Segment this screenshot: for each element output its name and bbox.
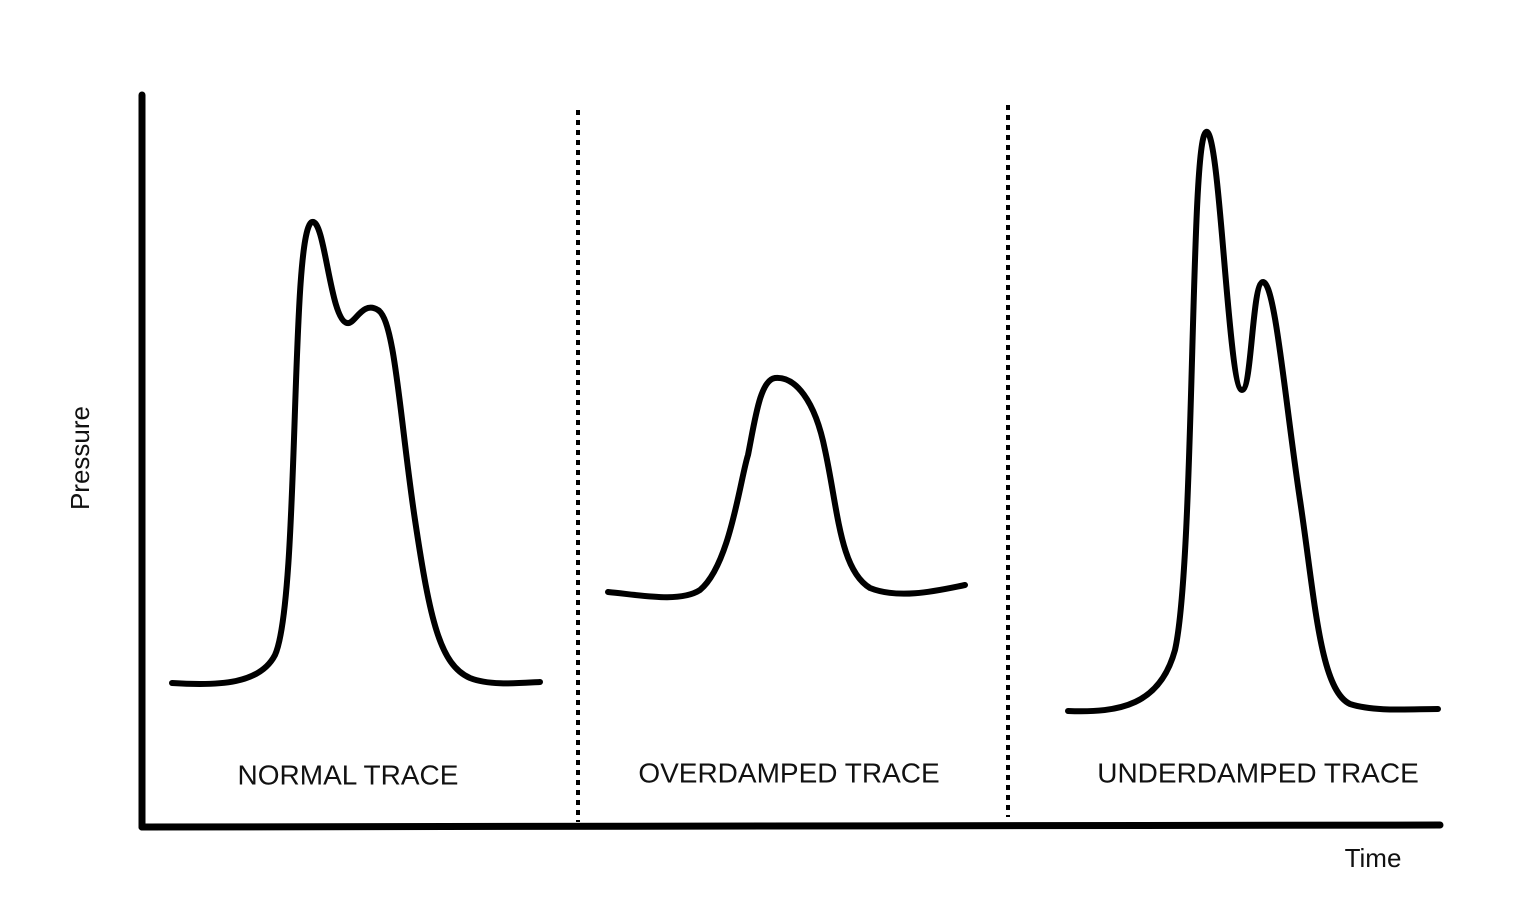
panel-label: NORMAL TRACE (238, 759, 459, 790)
normal-trace (169, 219, 543, 688)
y-axis-label: Pressure (65, 406, 95, 510)
underdamped-trace (1065, 128, 1441, 715)
panel-label: OVERDAMPED TRACE (638, 757, 939, 788)
panel-label: UNDERDAMPED TRACE (1097, 757, 1419, 788)
x-axis-label: Time (1345, 843, 1402, 873)
overdamped-trace (605, 374, 968, 601)
x-axis (138, 821, 1444, 831)
